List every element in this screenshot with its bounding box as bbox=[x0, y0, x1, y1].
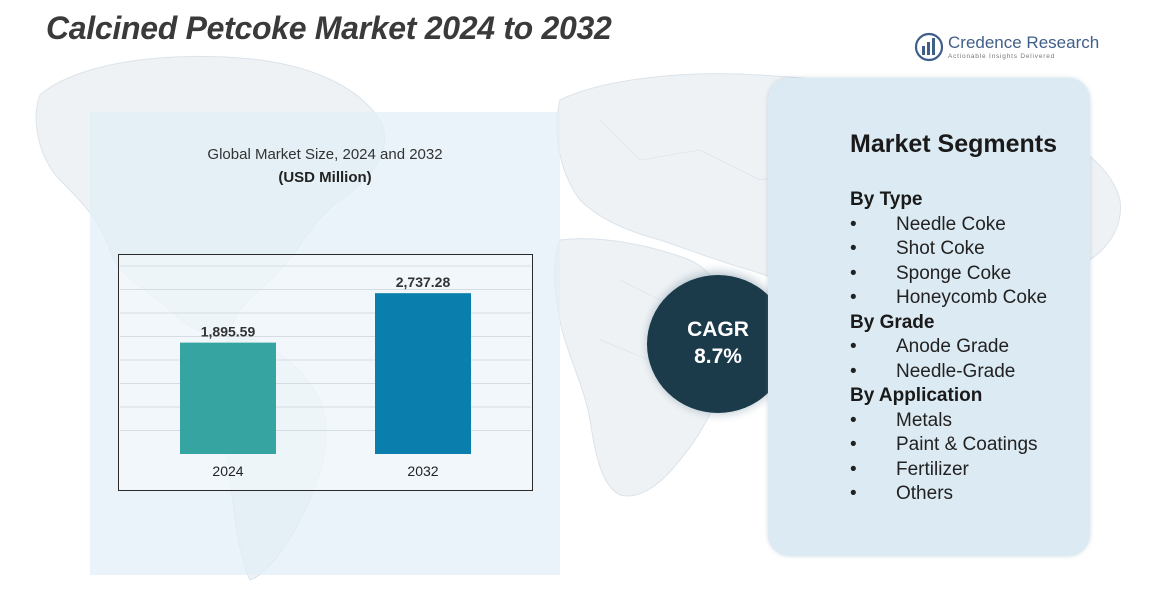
segment-item: • Paint & Coatings bbox=[850, 433, 1090, 458]
bar-chart-logo-icon bbox=[914, 32, 944, 62]
segment-item: • Needle-Grade bbox=[850, 360, 1090, 385]
data-label-2024: 1,895.59 bbox=[201, 324, 256, 340]
cagr-value: 8.7% bbox=[694, 345, 742, 368]
segments-list: By Type • Needle Coke • Shot Coke • Sponge … bbox=[850, 188, 1090, 507]
bullet-icon: • bbox=[850, 434, 857, 455]
cagr-label: CAGR bbox=[687, 318, 749, 341]
segment-item-label: Shot Coke bbox=[896, 238, 985, 259]
segment-item: • Needle Coke bbox=[850, 213, 1090, 238]
bullet-icon: • bbox=[850, 287, 857, 308]
segment-item-label: Paint & Coatings bbox=[896, 434, 1038, 455]
segment-item-label: Fertilizer bbox=[896, 458, 969, 480]
segment-item: • Others bbox=[850, 482, 1090, 507]
segment-item: • Shot Coke bbox=[850, 237, 1090, 262]
chart-panel bbox=[90, 112, 560, 575]
segment-item-label: Honeycomb Coke bbox=[896, 287, 1048, 308]
page-title: Calcined Petcoke Market 2024 to 2032 bbox=[46, 10, 612, 46]
segment-item-label: Sponge Coke bbox=[896, 262, 1012, 284]
data-label-2032: 2,737.28 bbox=[396, 274, 451, 290]
segment-item-label: Others bbox=[896, 483, 954, 504]
bullet-icon: • bbox=[850, 213, 857, 235]
segment-item-label: Metals bbox=[896, 409, 952, 431]
cagr-badge bbox=[647, 275, 789, 413]
chart-subtitle: Global Market Size, 2024 and 2032 bbox=[207, 146, 443, 163]
bar-chart: 1,895.59 2024 2,737.28 2032 bbox=[120, 265, 531, 479]
segment-heading-application: By Application bbox=[850, 385, 983, 406]
bullet-icon: • bbox=[850, 483, 857, 504]
bullet-icon: • bbox=[850, 238, 857, 259]
x-tick-label-2024: 2024 bbox=[212, 463, 243, 479]
bullet-icon: • bbox=[850, 336, 857, 357]
x-tick-label-2032: 2032 bbox=[407, 463, 438, 479]
segment-item: • Honeycomb Coke bbox=[850, 286, 1090, 311]
bullet-icon: • bbox=[850, 360, 857, 382]
logo-tagline: Actionable Insights Delivered bbox=[948, 53, 1056, 60]
logo-name: Credence Research bbox=[948, 33, 1100, 52]
segments-panel bbox=[768, 78, 1090, 556]
segment-item: • Metals bbox=[850, 409, 1090, 434]
chart-unit: (USD Million) bbox=[278, 169, 372, 186]
brand-logo: Credence Research Actionable Insights De… bbox=[914, 32, 1104, 66]
segment-item: • Anode Grade bbox=[850, 335, 1090, 360]
bullet-icon: • bbox=[850, 262, 857, 284]
bullet-icon: • bbox=[850, 458, 857, 480]
segment-item: • Sponge Coke bbox=[850, 262, 1090, 287]
segments-title: Market Segments bbox=[850, 130, 1058, 158]
segment-heading-grade: By Grade bbox=[850, 311, 935, 333]
bar-2032 bbox=[375, 293, 471, 454]
segment-item-label: Needle-Grade bbox=[896, 360, 1016, 382]
segment-item: • Fertilizer bbox=[850, 458, 1090, 483]
segment-item-label: Anode Grade bbox=[896, 336, 1010, 357]
bar-2024 bbox=[180, 342, 276, 454]
bullet-icon: • bbox=[850, 409, 857, 431]
segment-item-label: Needle Coke bbox=[896, 213, 1006, 235]
segment-heading-type: By Type bbox=[850, 189, 923, 210]
